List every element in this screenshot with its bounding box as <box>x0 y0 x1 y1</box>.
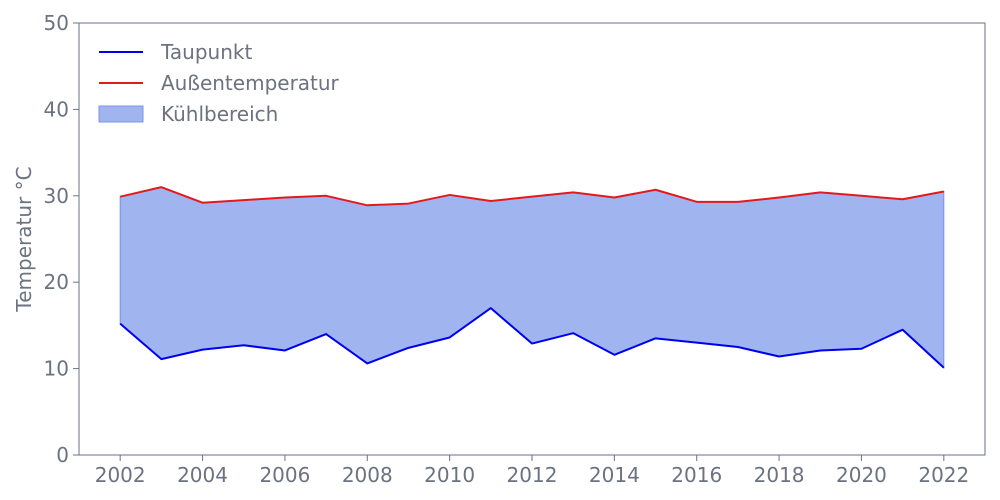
x-tick-label: 2014 <box>589 463 640 487</box>
legend: Taupunkt Außentemperatur Kühlbereich <box>98 40 340 126</box>
y-axis-label: Temperatur °C <box>12 166 36 312</box>
y-tick-label: 10 <box>44 357 69 381</box>
x-tick-label: 2016 <box>671 463 722 487</box>
y-tick-label: 20 <box>44 270 69 294</box>
x-tick-label: 2012 <box>507 463 558 487</box>
x-tick-label: 2022 <box>918 463 969 487</box>
y-axis: 0 10 20 30 40 50 <box>44 11 79 467</box>
legend-label: Taupunkt <box>160 40 252 64</box>
y-tick-label: 30 <box>44 184 69 208</box>
x-tick-label: 2002 <box>95 463 146 487</box>
legend-swatch <box>98 105 144 123</box>
x-axis: 2002 2004 2006 2008 2010 2012 2014 2016 2018 2020… <box>95 455 969 487</box>
y-tick-label: 0 <box>56 443 69 467</box>
x-tick-label: 2018 <box>754 463 805 487</box>
legend-label: Außentemperatur <box>161 71 340 95</box>
y-tick-label: 40 <box>44 97 69 121</box>
x-tick-label: 2004 <box>177 463 228 487</box>
line-layer <box>119 186 945 369</box>
fill-layer <box>119 186 945 369</box>
x-tick-label: 2006 <box>259 463 310 487</box>
legend-label: Kühlbereich <box>161 102 278 126</box>
y-tick-label: 50 <box>44 11 69 35</box>
x-tick-label: 2008 <box>342 463 393 487</box>
area-kuehlbereich <box>119 186 945 369</box>
x-tick-label: 2010 <box>424 463 475 487</box>
x-tick-label: 2020 <box>836 463 887 487</box>
